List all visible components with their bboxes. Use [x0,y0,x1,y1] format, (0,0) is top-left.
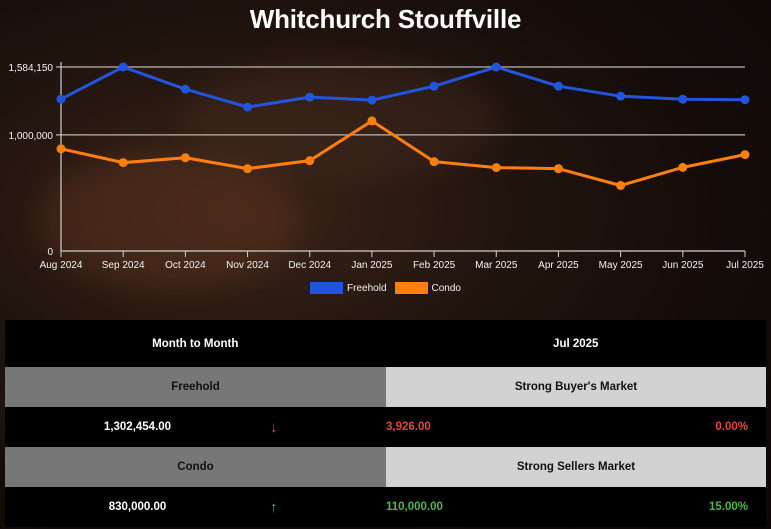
chart-legend: Freehold Condo [0,282,771,294]
table-value-row: 1,302,454.00 ↓ 3,926.00 0.00% [5,407,766,447]
category-label: Freehold [5,367,386,407]
background-decoration [180,60,500,180]
chart-series [56,62,750,190]
category-label: Condo [5,447,386,487]
svg-text:Nov 2024: Nov 2024 [226,260,269,271]
svg-text:0: 0 [47,247,53,258]
legend-item-condo[interactable]: Condo [394,282,461,294]
svg-text:Sep 2024: Sep 2024 [102,260,145,271]
svg-text:Feb 2025: Feb 2025 [413,260,456,271]
table-header-row: Month to Month Jul 2025 [5,320,766,367]
arrow-up-icon: ↑ [270,498,278,516]
percent-change: 15.00% [708,501,748,513]
market-status: Strong Buyer's Market [386,367,766,407]
svg-text:1,584,150: 1,584,150 [9,63,54,74]
line-chart: 0 1,000,000 1,584,150 Aug 2024 Sep 2024 Oct 2… [9,62,764,271]
svg-text:Jul 2025: Jul 2025 [726,260,764,271]
svg-text:Dec 2024: Dec 2024 [288,260,331,271]
background-decoration [40,150,300,290]
legend-item-freehold[interactable]: Freehold [310,282,387,294]
svg-text:Aug 2024: Aug 2024 [40,260,83,271]
table-value-row: 830,000.00 ↑ 110,000.00 15.00% [5,487,766,527]
price-value: 830,000.00 [108,501,167,513]
chart-axes: 0 1,000,000 1,584,150 Aug 2024 Sep 2024 Oct 2… [9,62,764,271]
chart-title: Whitchurch Stouffville [249,4,522,34]
arrow-down-icon: ↓ [270,418,278,436]
svg-text:Oct 2024: Oct 2024 [165,260,206,271]
table-category-row: Freehold Strong Buyer's Market [5,367,766,407]
table-category-row: Condo Strong Sellers Market [5,447,766,487]
market-summary-table: Month to Month Jul 2025 Freehold Strong … [5,320,766,527]
svg-text:Jan 2025: Jan 2025 [351,260,393,271]
svg-text:Jun 2025: Jun 2025 [662,260,704,271]
condo-swatch [394,282,428,294]
chart-grid [56,66,745,136]
legend-label: Condo [431,282,461,294]
header-month-to-month: Month to Month [152,337,239,350]
legend-label: Freehold [347,282,387,294]
svg-text:Mar 2025: Mar 2025 [475,260,518,271]
svg-text:Apr 2025: Apr 2025 [538,260,579,271]
percent-change: 0.00% [715,421,748,433]
change-value: 3,926.00 [386,421,431,433]
header-month: Jul 2025 [553,337,599,350]
svg-text:1,000,000: 1,000,000 [9,131,54,142]
market-status: Strong Sellers Market [386,447,766,487]
freehold-swatch [310,282,344,294]
change-value: 110,000.00 [386,501,443,513]
price-value: 1,302,454.00 [103,421,172,433]
svg-text:May 2025: May 2025 [599,260,643,271]
